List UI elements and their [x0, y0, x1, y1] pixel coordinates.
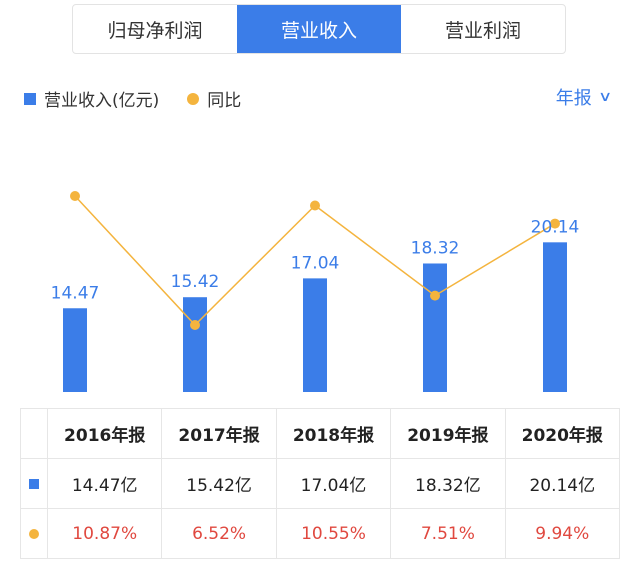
bar — [423, 263, 447, 392]
table-cell: 20.14亿 — [504, 458, 621, 509]
table-header-row: 2016年报 2017年报 2018年报 2019年报 2020年报 — [20, 408, 621, 459]
table-cell: 10.55% — [275, 508, 392, 559]
line-legend-dot-icon — [187, 92, 200, 105]
bar — [543, 242, 567, 392]
table-corner-cell — [20, 408, 48, 459]
bar — [303, 278, 327, 392]
table-cell: 14.47亿 — [46, 458, 163, 509]
bar-value-label: 17.04 — [291, 253, 340, 273]
yoy-point — [430, 290, 440, 301]
table-header-cell: 2017年报 — [161, 408, 277, 459]
table-cell: 9.94% — [504, 508, 621, 559]
yoy-point — [550, 218, 560, 229]
table-header-cell: 2019年报 — [390, 408, 506, 459]
legend-line-label: 同比 — [207, 91, 242, 111]
tab-net-profit[interactable]: 归母净利润 — [107, 19, 203, 42]
table-cell: 17.04亿 — [275, 458, 392, 509]
bar-value-label: 20.14 — [531, 217, 580, 237]
yoy-point — [70, 191, 80, 201]
metric-tabs: 归母净利润 营业收入 营业利润 — [72, 4, 566, 54]
bar-square-icon — [29, 478, 39, 489]
table-cell: 10.87% — [46, 508, 163, 559]
bar — [183, 297, 207, 392]
legend-bar-label: 营业收入(亿元) — [44, 91, 160, 111]
line-dot-icon — [29, 528, 39, 539]
yoy-point — [310, 200, 320, 211]
revenue-chart: 14.47 15.42 17.04 18.32 20.14 — [51, 191, 580, 392]
chart-legend: 营业收入(亿元) 同比 — [24, 86, 241, 111]
table-row-yoy: 10.87% 6.52% 10.55% 7.51% 9.94% — [20, 508, 621, 559]
data-table: 2016年报 2017年报 2018年报 2019年报 2020年报 14.47… — [20, 408, 621, 559]
table-cell: 6.52% — [161, 508, 277, 559]
table-cell: 18.32亿 — [390, 458, 506, 509]
table-cell: 7.51% — [390, 508, 506, 559]
chevron-down-icon: ∨ — [597, 89, 613, 105]
table-header-cell: 2020年报 — [504, 408, 621, 459]
bar-value-label: 14.47 — [51, 283, 100, 303]
table-header-cell: 2018年报 — [275, 408, 392, 459]
table-cell: 15.42亿 — [161, 458, 277, 509]
period-selector-label: 年报 — [555, 88, 592, 109]
bar-value-label: 15.42 — [171, 272, 220, 292]
period-selector[interactable]: 年报 ∨ — [555, 84, 613, 110]
tab-operating-profit[interactable]: 营业利润 — [444, 19, 521, 42]
table-row-revenue: 14.47亿 15.42亿 17.04亿 18.32亿 20.14亿 — [20, 458, 621, 509]
bar-value-label: 18.32 — [411, 238, 460, 258]
yoy-point — [190, 320, 200, 330]
table-header-cell: 2016年报 — [46, 408, 163, 459]
bar — [63, 308, 87, 392]
tab-revenue[interactable]: 营业收入 — [237, 5, 401, 53]
bar-legend-square-icon — [24, 92, 36, 105]
revenue-row-marker — [20, 458, 48, 509]
yoy-row-marker — [20, 508, 48, 559]
